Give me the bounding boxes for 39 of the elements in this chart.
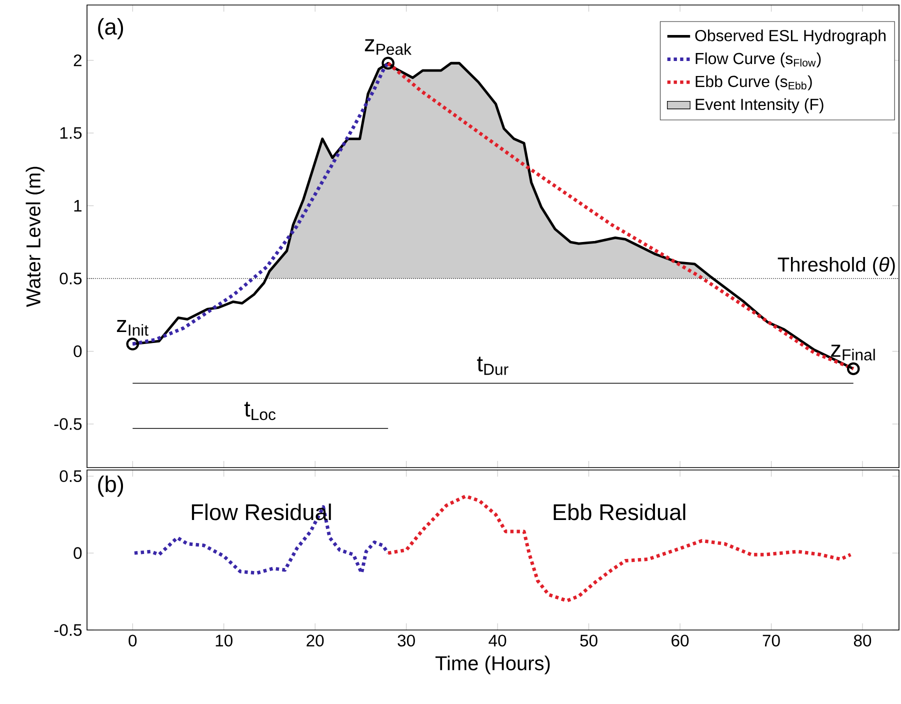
annotation: z$_{Peak}$ — [364, 39, 412, 55]
legend-label: Observed ESL Hydrograph — [695, 30, 886, 44]
ref-line-label: Threshold (θ) — [778, 256, 895, 276]
x-tick-label: 70 — [762, 634, 780, 647]
x-tick-label: 50 — [580, 634, 598, 647]
x-tick-label: 10 — [216, 634, 232, 647]
annotation: (a) — [98, 18, 124, 40]
annotation: z$_{Final}$ — [831, 344, 875, 360]
x-tick-label: 0 — [128, 634, 137, 647]
legend-label: Event Intensity (F) — [696, 98, 824, 114]
y-tick-label: 2 — [74, 54, 82, 66]
line-series — [386, 494, 852, 602]
x-axis-title: Time (Hours) — [435, 656, 550, 674]
x-tick-label: 80 — [854, 634, 872, 647]
annotation: z$_{Init}$ — [116, 320, 148, 336]
x-tick-label: 60 — [672, 634, 689, 647]
legend-label: Ebb Curve (s$_{Ebb}$) — [696, 75, 812, 90]
x-tick-label: 40 — [488, 634, 506, 647]
y-tick-label: -0.5 — [54, 418, 82, 430]
y-tick-label: 0 — [74, 547, 82, 559]
y-tick-label: 1.5 — [60, 127, 82, 139]
line-series — [130, 61, 390, 346]
y-tick-label: -0.5 — [54, 624, 82, 636]
annotation: t$_{Dur}$ — [477, 356, 508, 375]
legend-label: Flow Curve (s$_{Flow}$) — [696, 52, 821, 68]
point — [846, 362, 860, 376]
y-axis-title: Water Level (m) — [26, 166, 44, 307]
y-tick-label: 0 — [74, 345, 82, 358]
line-series — [132, 505, 390, 575]
series-label: Ebb Residual — [554, 504, 686, 520]
point — [126, 338, 140, 350]
annotation: t$_{Loc}$ — [244, 402, 276, 420]
x-tick-label: 30 — [398, 634, 415, 647]
annotation: (b) — [98, 476, 124, 497]
y-tick-label: 1 — [74, 200, 82, 212]
x-tick-label: 20 — [306, 634, 324, 647]
y-tick-label: 0.5 — [60, 470, 82, 482]
point — [382, 56, 394, 70]
y-tick-label: 0.5 — [60, 272, 82, 284]
